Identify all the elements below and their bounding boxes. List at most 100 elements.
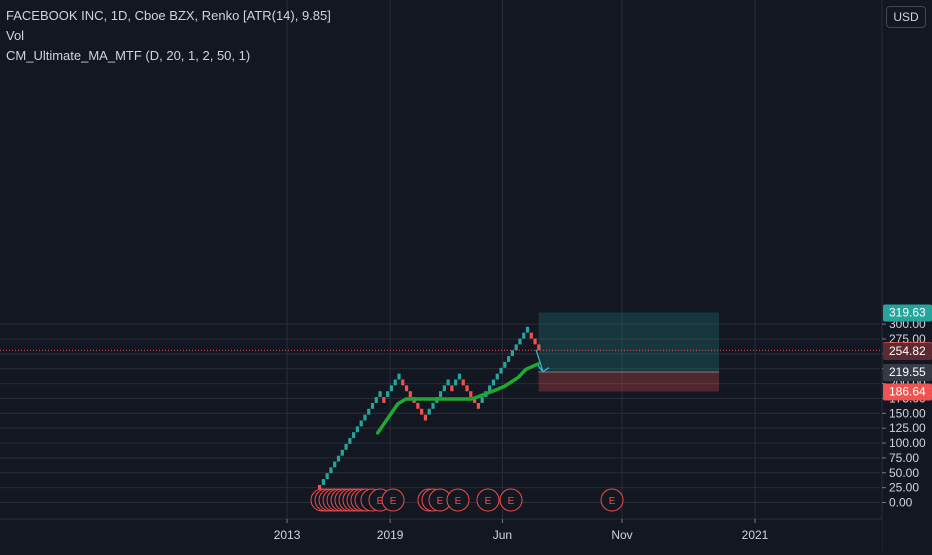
renko-brick (442, 385, 446, 392)
renko-brick (427, 408, 431, 415)
renko-brick (491, 379, 496, 386)
price-tick-label: 50.00 (889, 466, 919, 480)
renko-brick (507, 356, 511, 362)
chart-legend: FACEBOOK INC, 1D, Cboe BZX, Renko [ATR(1… (6, 6, 331, 66)
renko-brick (488, 385, 492, 392)
profit-zone[interactable] (538, 312, 720, 372)
renko-brick (321, 479, 325, 485)
renko-brick (476, 402, 480, 409)
currency-button[interactable]: USD (886, 6, 926, 28)
renko-brick (480, 397, 484, 403)
time-axis-bg (0, 519, 882, 550)
earnings-circle[interactable] (476, 488, 500, 512)
legend-symbol[interactable]: FACEBOOK INC, 1D, Cboe BZX, Renko [ATR(1… (6, 8, 331, 23)
renko-brick (329, 467, 333, 474)
renko-brick (340, 449, 344, 456)
renko-brick (363, 414, 367, 421)
price-label-bg (883, 342, 932, 360)
renko-brick (423, 414, 428, 421)
forecast-arrow (535, 349, 550, 373)
earnings-circle[interactable] (499, 488, 523, 512)
renko-brick (318, 484, 322, 491)
earnings-markers[interactable]: EEEEEEEEEEEEEEEEEEEEEE (310, 488, 624, 512)
renko-brick (389, 385, 394, 392)
price-label-bg (883, 304, 932, 322)
earnings-label: E (377, 496, 384, 507)
price-label: 254.82 (889, 344, 926, 358)
price-label: 186.64 (889, 385, 926, 399)
time-axis[interactable]: 2013 2019 Jun Nov 2021 (0, 518, 882, 550)
renko-brick (336, 455, 341, 462)
earnings-circle[interactable] (446, 488, 470, 512)
renko-brick (499, 367, 503, 374)
earnings-marker[interactable]: E (381, 488, 405, 512)
renko-brick (416, 402, 420, 409)
price-label-bg (883, 363, 932, 381)
renko-brick (401, 379, 405, 386)
earnings-marker[interactable]: E (600, 488, 624, 512)
renko-brick (404, 385, 409, 392)
arrow-shaft (535, 349, 544, 372)
renko-brick (420, 408, 424, 415)
renko-brick (370, 402, 375, 409)
price-tick-label: 0.00 (889, 496, 913, 510)
earnings-marker[interactable]: E (476, 488, 500, 512)
earnings-label: E (508, 496, 515, 507)
renko-brick (355, 426, 359, 433)
renko-brick (525, 326, 530, 333)
ma-line (375, 362, 540, 435)
price-tick-label: 75.00 (889, 451, 919, 465)
price-label: 219.55 (889, 365, 926, 379)
renko-bricks (318, 326, 541, 491)
price-tick-label: 150.00 (889, 406, 926, 420)
position-tool[interactable] (538, 312, 720, 392)
renko-brick (325, 473, 329, 480)
renko-brick (522, 332, 526, 339)
earnings-circle[interactable] (381, 488, 405, 512)
renko-brick (533, 338, 537, 345)
renko-brick (454, 379, 458, 386)
renko-brick (352, 432, 356, 439)
renko-brick (529, 332, 533, 339)
renko-brick (333, 461, 337, 468)
earnings-marker[interactable]: E (446, 488, 470, 512)
loss-zone[interactable] (538, 371, 720, 392)
moving-average (375, 362, 540, 435)
renko-brick (472, 397, 477, 403)
renko-brick (457, 373, 462, 380)
time-tick-label: 2013 (274, 528, 301, 542)
price-tick-label: 25.00 (889, 481, 919, 495)
renko-brick (518, 338, 522, 345)
earnings-label: E (437, 496, 444, 507)
price-axis[interactable]: 0.0025.0050.0075.00100.00125.00150.00175… (881, 0, 932, 550)
legend-volume[interactable]: Vol (6, 28, 25, 43)
renko-brick (537, 344, 541, 351)
renko-brick (367, 408, 371, 415)
renko-brick (461, 379, 465, 386)
time-tick-label: Jun (493, 528, 512, 542)
earnings-label: E (390, 496, 397, 507)
renko-brick (431, 402, 435, 409)
time-tick-label: Nov (611, 528, 632, 542)
renko-brick (348, 438, 352, 444)
renko-brick (438, 391, 443, 398)
renko-brick (510, 350, 514, 357)
earnings-label: E (455, 496, 462, 507)
renko-brick (393, 379, 397, 386)
renko-brick (495, 373, 499, 380)
renko-brick (503, 361, 507, 368)
renko-brick (408, 391, 412, 398)
renko-brick (469, 391, 473, 398)
renko-brick (450, 385, 454, 392)
renko-brick (382, 397, 386, 403)
earnings-marker[interactable]: E (428, 488, 452, 512)
renko-brick (386, 391, 390, 398)
legend-ma-indicator[interactable]: CM_Ultimate_MA_MTF (D, 20, 1, 2, 50, 1) (6, 48, 251, 63)
earnings-circle[interactable] (600, 488, 624, 512)
price-tick-label: 125.00 (889, 421, 926, 435)
price-tick-label: 100.00 (889, 436, 926, 450)
time-tick-label: 2021 (742, 528, 769, 542)
earnings-marker[interactable]: E (499, 488, 523, 512)
